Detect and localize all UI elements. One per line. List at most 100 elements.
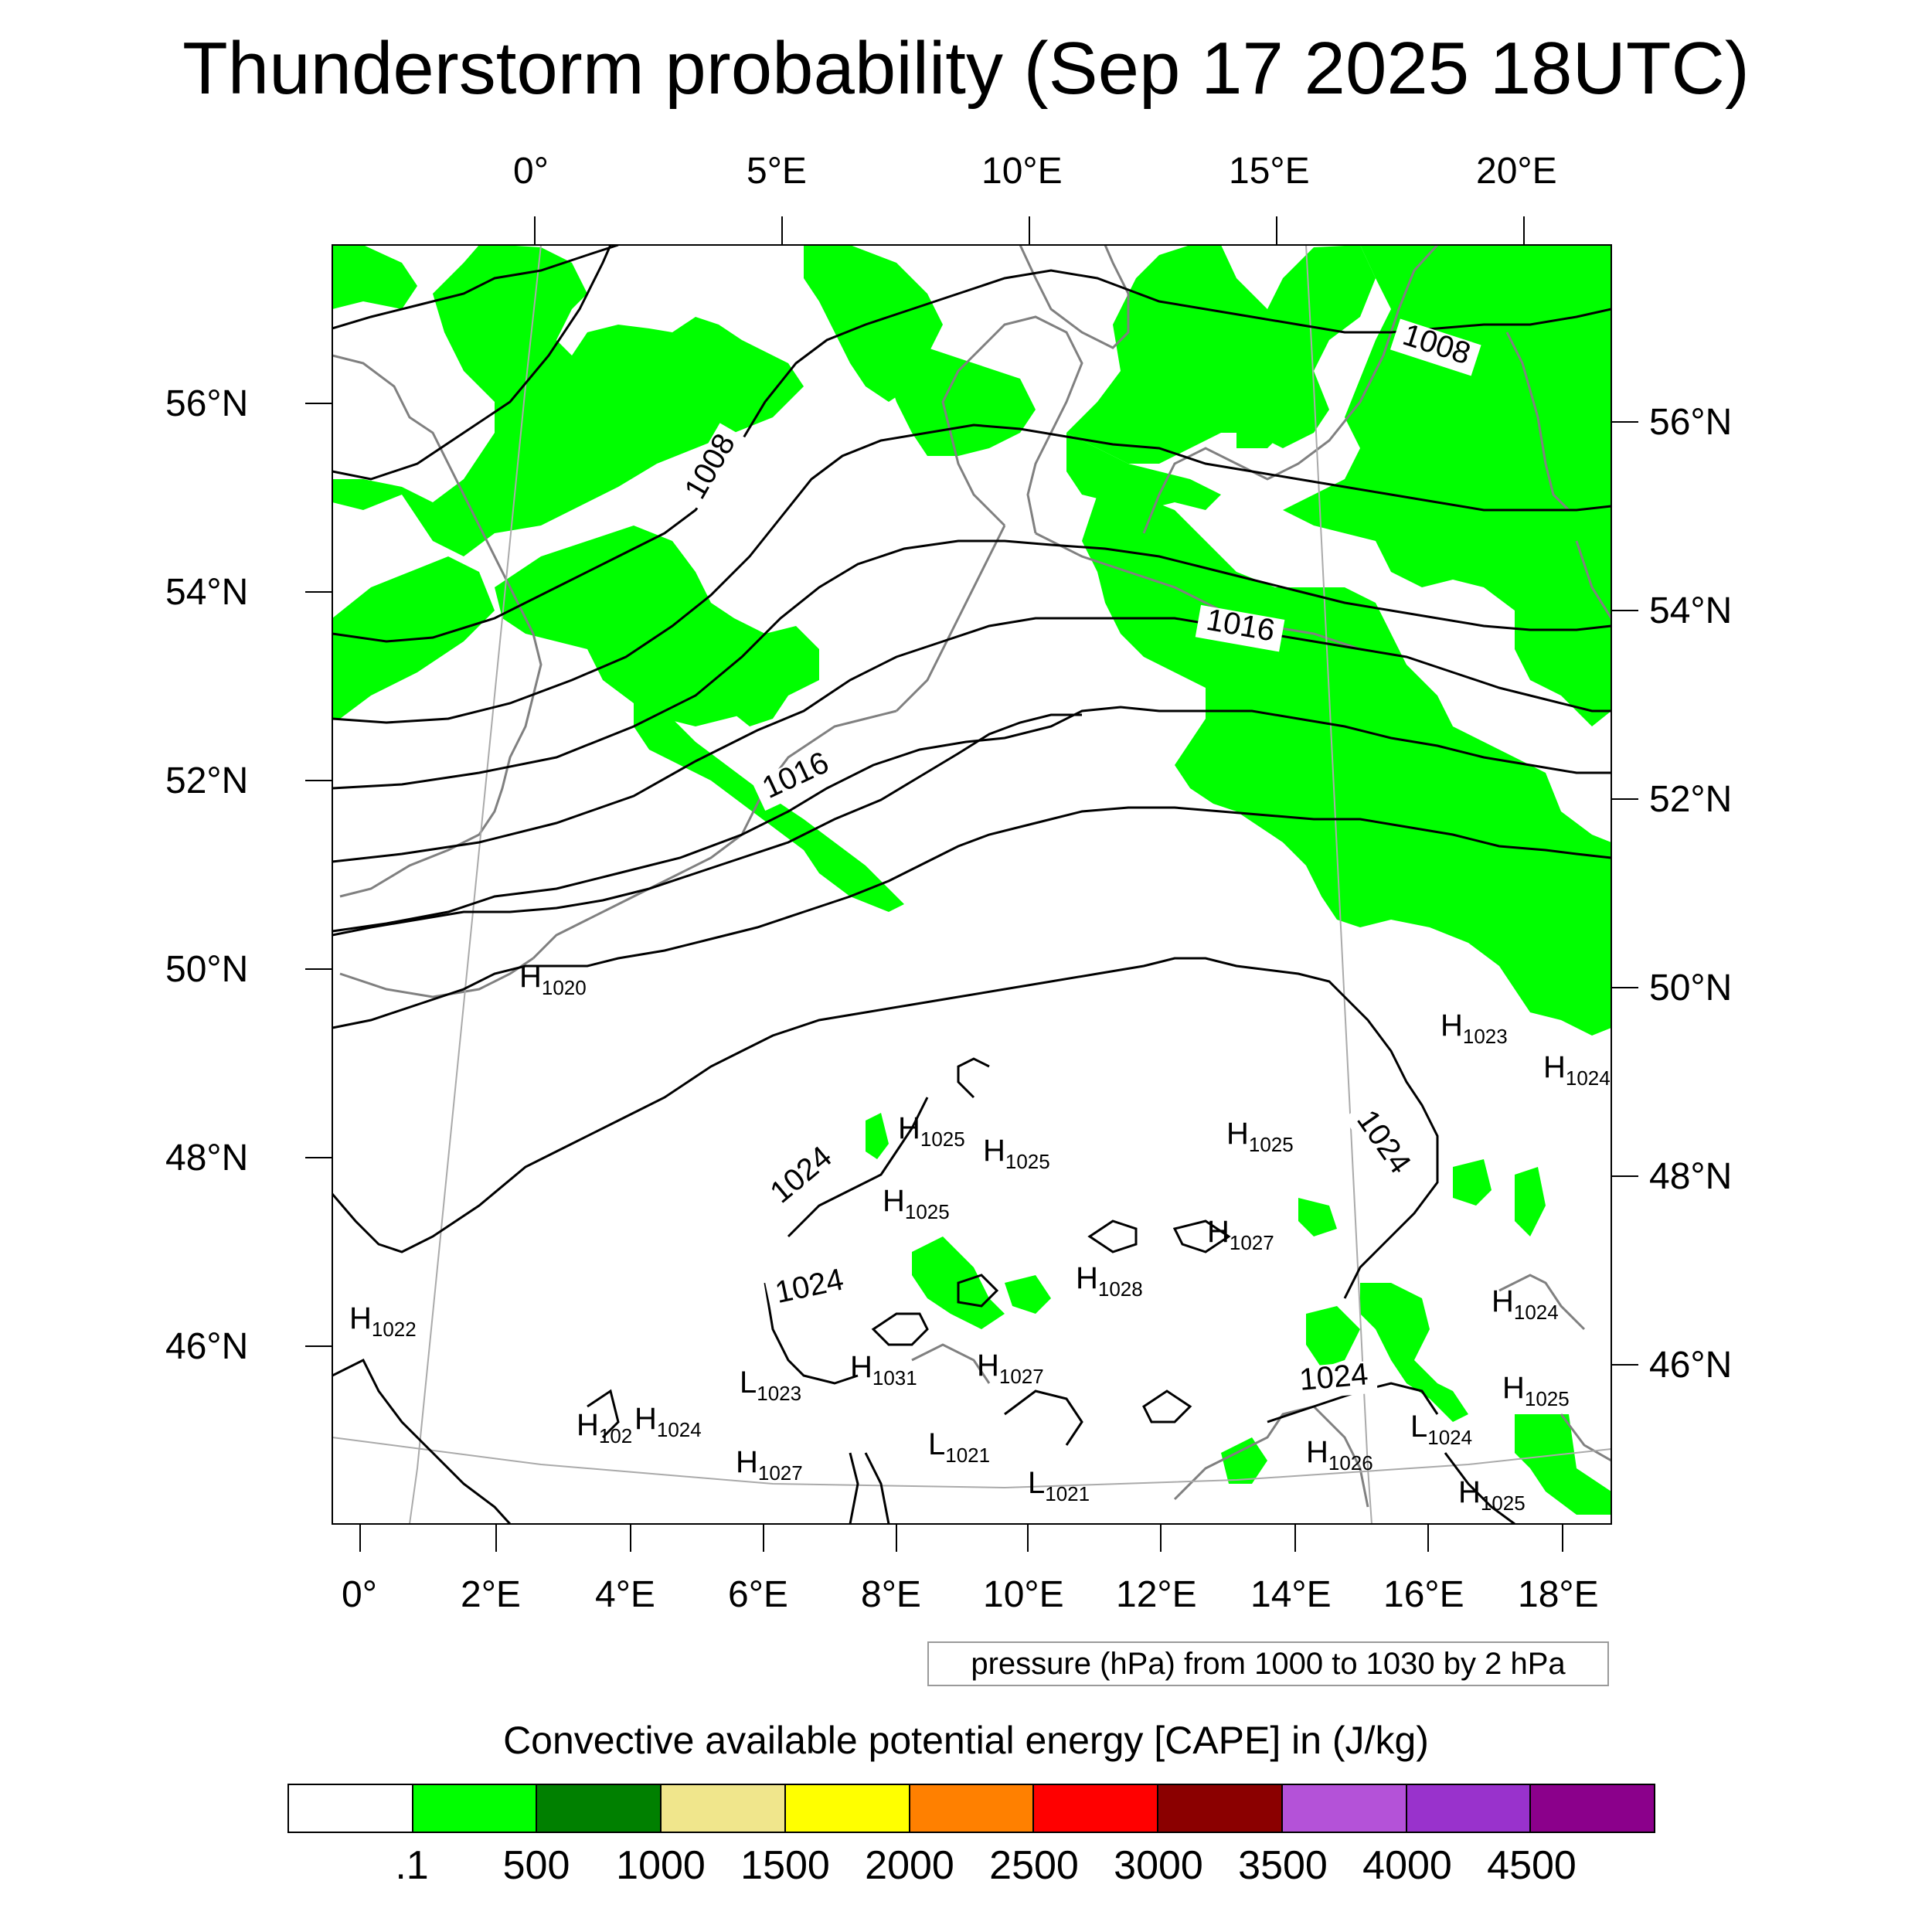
- colorbar-tick-label: 4000: [1362, 1843, 1452, 1888]
- left-lat-label: 50°N: [165, 949, 249, 990]
- cape-area-czech: [1298, 1198, 1337, 1236]
- coast-slovenia-border: [1498, 1274, 1586, 1331]
- pressure-center: H1024: [1543, 1050, 1611, 1090]
- cape-area-slovakia: [1453, 1159, 1492, 1206]
- colorbar-tick-label: 3000: [1114, 1843, 1203, 1888]
- right-lat-label: 50°N: [1649, 968, 1733, 1009]
- colorbar-tick-label: 3500: [1238, 1843, 1328, 1888]
- bottom-lon-label: 12°E: [1116, 1574, 1197, 1615]
- cape-area-sweden-baltic: [1066, 245, 1376, 464]
- isobar-label: 1024: [760, 1137, 846, 1217]
- isobar-label-text: 1024: [772, 1263, 846, 1311]
- bottom-lon-label: 0°: [342, 1574, 377, 1615]
- pressure-center: H1028: [1076, 1261, 1143, 1301]
- bottom-lon-label: 8°E: [861, 1574, 921, 1615]
- isobar-label: 1024: [1343, 1099, 1420, 1188]
- isobar-e: [332, 539, 1611, 790]
- colorbar-box: [1531, 1785, 1655, 1832]
- colorbar-box: [413, 1785, 538, 1832]
- isobar-j: [332, 957, 1439, 1299]
- pressure-center: H102: [577, 1408, 632, 1447]
- colorbar-tick-label: 500: [502, 1843, 570, 1888]
- pressure-center: L1023: [740, 1366, 801, 1405]
- coast-uk-south: [339, 957, 534, 998]
- pressure-center: L1024: [1410, 1410, 1472, 1449]
- bottom-lon-label: 10°E: [983, 1574, 1064, 1615]
- cape-area-croatia: [1221, 1437, 1267, 1484]
- isobar-label: 1008: [1389, 318, 1481, 376]
- coast-baltic-east: [1575, 540, 1611, 619]
- colorbar-box: [785, 1785, 910, 1832]
- cape-area-north-sea: [332, 245, 804, 556]
- pressure-center: H1027: [1207, 1215, 1274, 1254]
- colorbar-box: [289, 1785, 413, 1832]
- pressure-center: L1021: [928, 1427, 990, 1467]
- coast-baltic-south: [1035, 532, 1361, 651]
- isobar-p: [1087, 1219, 1138, 1253]
- isobar-label: 1016: [1195, 603, 1285, 652]
- cape-area-germany-east: [1066, 433, 1221, 510]
- bottom-lon-label: 18°E: [1518, 1574, 1599, 1615]
- isobar-u: [587, 1389, 620, 1439]
- isobar-i: [332, 806, 1611, 1029]
- cape-area-baltic-east: [1283, 245, 1611, 726]
- isobar-k: [957, 1057, 990, 1099]
- colorbar-box: [537, 1785, 662, 1832]
- cape-area-uk-east: [332, 556, 495, 719]
- pressure-center: H1025: [1502, 1371, 1570, 1410]
- isobar-c: [332, 269, 1611, 643]
- isobar-f: [332, 617, 1611, 863]
- isobar-d: [332, 423, 1611, 724]
- top-lon-label: 10°E: [981, 151, 1063, 192]
- coast-norway: [1019, 245, 1130, 349]
- coast-alps-1: [911, 1343, 991, 1384]
- pressure-center: H1025: [1226, 1117, 1294, 1156]
- isobars: [332, 245, 1611, 1524]
- isobar-label: 1008: [677, 423, 748, 513]
- plot-frame: [332, 244, 1612, 1525]
- colorbar-tick-label: .1: [395, 1843, 429, 1888]
- colorbar-tick-label: 2500: [989, 1843, 1079, 1888]
- isobar-h: [332, 713, 1082, 937]
- left-lat-label: 56°N: [165, 383, 249, 424]
- map-title: Thunderstorm probability (Sep 17 2025 18…: [182, 27, 1750, 110]
- isobar-r: [1004, 1389, 1083, 1446]
- isobar-x: [332, 1358, 512, 1524]
- isobar-o: [957, 1274, 999, 1308]
- isobar-y: [1444, 1452, 1515, 1524]
- cape-area-swiss-east: [1005, 1275, 1051, 1314]
- isobar-w: [864, 1452, 890, 1524]
- left-lat-label: 46°N: [165, 1326, 249, 1367]
- pressure-center: H1027: [977, 1349, 1044, 1388]
- colorbar-tick-label: 4500: [1487, 1843, 1577, 1888]
- cape-area-austria: [1360, 1283, 1468, 1422]
- isobar-label: 1024: [1290, 1357, 1378, 1400]
- pressure-center: H1022: [349, 1301, 417, 1341]
- left-lat-label: 52°N: [165, 760, 249, 801]
- colorbar-tick-label: 1000: [616, 1843, 706, 1888]
- isobar-s: [1142, 1389, 1192, 1423]
- isobar-q: [1172, 1219, 1231, 1253]
- isobar-n: [871, 1312, 929, 1346]
- right-lat-label: 46°N: [1649, 1345, 1733, 1386]
- cape-colorbar: [287, 1784, 1655, 1833]
- pressure-center: H1024: [1492, 1284, 1559, 1324]
- pressure-center: H1024: [634, 1402, 702, 1441]
- isobar-label: 1024: [764, 1263, 855, 1315]
- pressure-center: H1025: [1458, 1475, 1526, 1515]
- isobar-l: [787, 1097, 929, 1238]
- isobar-v: [849, 1452, 859, 1524]
- isobar-a: [332, 245, 619, 330]
- colorbar-box: [662, 1785, 786, 1832]
- bottom-lon-label: 2°E: [461, 1574, 521, 1615]
- right-lat-label: 56°N: [1649, 402, 1733, 443]
- bottom-lon-label: 6°E: [728, 1574, 788, 1615]
- cape-area-balkans: [1515, 1414, 1611, 1515]
- cape-area-hungary-blob: [1515, 1167, 1546, 1236]
- cape-area-slovenia: [1306, 1306, 1360, 1368]
- colorbar-box: [910, 1785, 1035, 1832]
- cape-area-northwest: [332, 245, 417, 309]
- pressure-center: H1025: [898, 1111, 965, 1151]
